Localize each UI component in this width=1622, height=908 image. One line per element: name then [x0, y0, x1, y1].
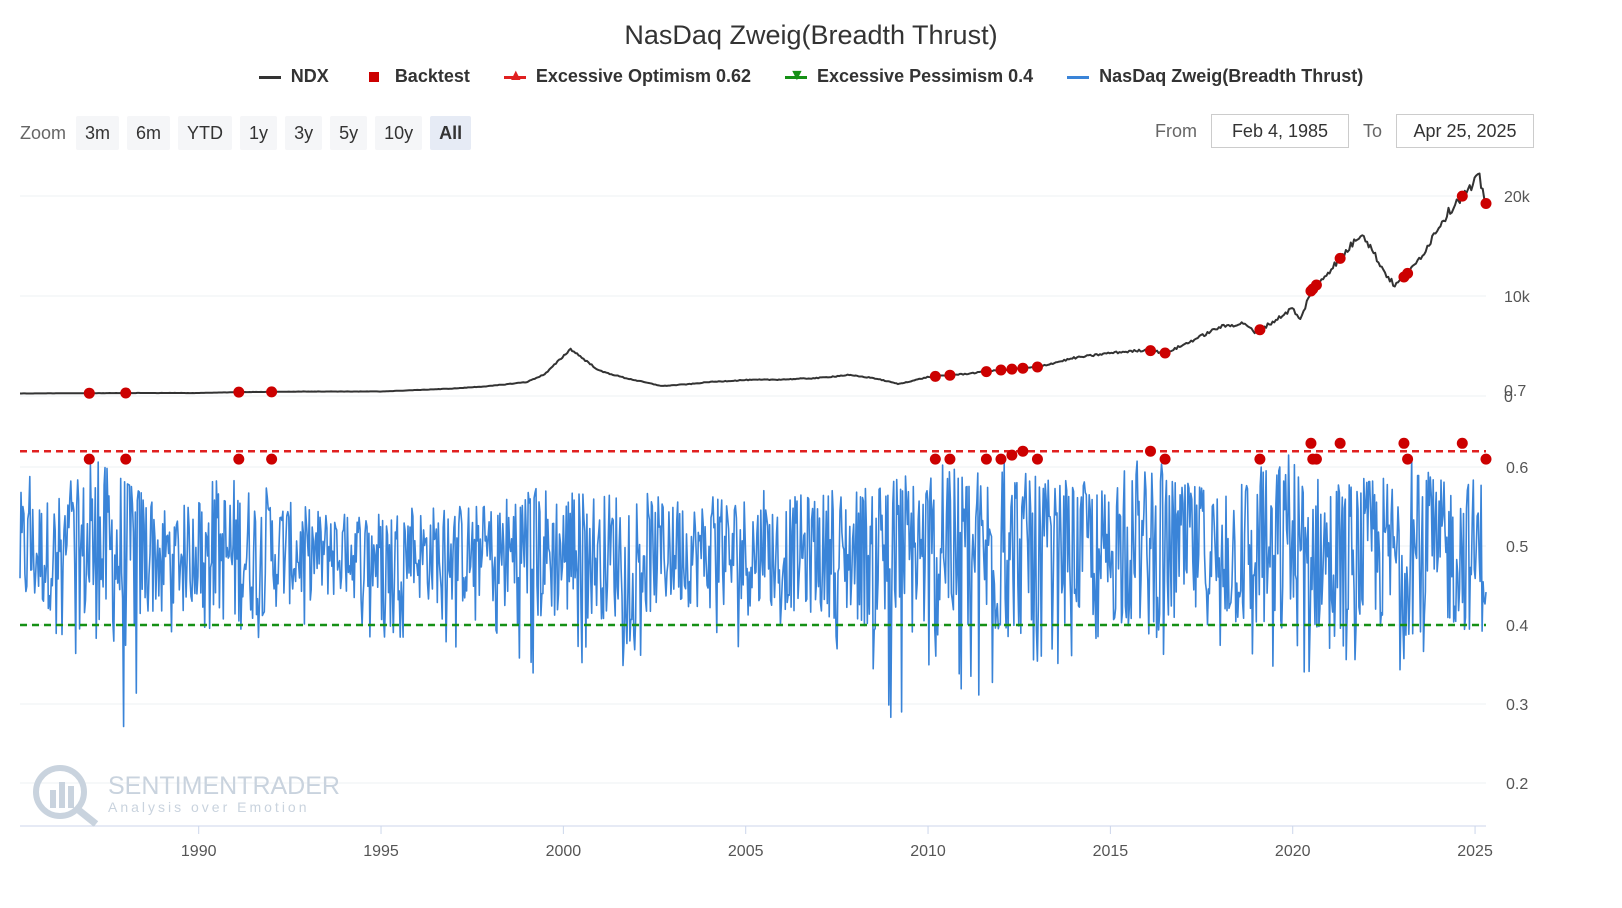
y-tick-label: 0.6 [1506, 460, 1528, 477]
zoom-1y-button[interactable]: 1y [240, 116, 278, 150]
triangle-down-icon: ▼ [785, 67, 807, 84]
from-label: From [1154, 120, 1197, 141]
y-tick-label: 0.4 [1506, 618, 1528, 635]
backtest-point-ndx [1017, 362, 1029, 374]
zoom-label: Zoom [20, 122, 67, 143]
legend-label: Backtest [394, 66, 470, 86]
y-tick-label: 0.7 [1504, 383, 1526, 400]
backtest-point [944, 453, 956, 465]
breadth-thrust-series-line [19, 454, 1487, 728]
zoom-10y-button[interactable]: 10y [375, 116, 423, 150]
legend-label: NDX [290, 66, 329, 86]
zoom-6m-button[interactable]: 6m [127, 116, 171, 150]
svg-text:SENTIMENTRADER: SENTIMENTRADER [108, 772, 340, 800]
backtest-point [1456, 437, 1468, 449]
x-tick-label: 2010 [910, 843, 946, 860]
backtest-point [120, 453, 132, 465]
legend-item-breadth-thrust[interactable]: NasDaq Zweig(Breadth Thrust) [1067, 66, 1363, 87]
backtest-point [83, 453, 95, 465]
y-tick-label: 0 [1504, 389, 1513, 406]
legend-item-excessive-pessimism[interactable]: ▼ Excessive Pessimism 0.4 [785, 66, 1033, 87]
zoom-all-button[interactable]: All [430, 116, 472, 150]
legend: NDX Backtest ▲ Excessive Optimism 0.62 ▼… [0, 66, 1622, 87]
backtest-point [995, 453, 1007, 465]
backtest-point-ndx [1334, 252, 1346, 264]
ndx-series-line [20, 172, 1487, 395]
sentimentrader-logo-icon: SENTIMENTRADER Analysis over Emotion [33, 765, 340, 827]
zoom-3y-button[interactable]: 3y [285, 116, 323, 150]
zoom-toolbar: Zoom 3m 6m YTD 1y 3y 5y 10y All [20, 116, 479, 150]
backtest-point [233, 453, 245, 465]
line-icon [1067, 70, 1090, 84]
backtest-point-ndx [233, 386, 245, 398]
backtest-point [1254, 453, 1266, 465]
y-tick-label: 0.2 [1506, 776, 1528, 793]
chart-title: NasDaq Zweig(Breadth Thrust) [624, 20, 998, 50]
backtest-point-ndx [1159, 347, 1171, 359]
backtest-point-ndx [995, 364, 1007, 376]
x-tick-label: 1995 [363, 843, 399, 860]
backtest-point-ndx [1310, 279, 1322, 291]
x-tick-label: 1990 [181, 843, 217, 860]
backtest-point [1402, 453, 1414, 465]
line-icon [258, 70, 281, 84]
backtest-point [1144, 445, 1156, 457]
backtest-point-ndx [929, 370, 941, 382]
backtest-point [1017, 445, 1029, 457]
y-tick-label: 0.5 [1506, 539, 1528, 556]
x-tick-label: 2015 [1093, 843, 1129, 860]
backtest-point-ndx [120, 387, 132, 399]
backtest-point-ndx [980, 366, 992, 378]
backtest-point-ndx [1456, 190, 1468, 202]
zoom-5y-button[interactable]: 5y [330, 116, 368, 150]
x-tick-label: 2020 [1275, 843, 1311, 860]
backtest-point [1305, 437, 1317, 449]
backtest-point [1334, 437, 1346, 449]
backtest-point-ndx [944, 369, 956, 381]
y-tick-label: 10k [1504, 289, 1531, 306]
backtest-point-ndx [266, 386, 278, 398]
x-tick-label: 2025 [1457, 843, 1493, 860]
zoom-ytd-button[interactable]: YTD [178, 116, 233, 150]
backtest-point-ndx [1006, 363, 1018, 375]
backtest-point [1480, 453, 1492, 465]
backtest-point [1006, 449, 1018, 461]
backtest-point-ndx [1144, 345, 1156, 357]
backtest-point [266, 453, 278, 465]
backtest-point-ndx [1031, 361, 1043, 373]
legend-item-backtest[interactable]: Backtest [363, 66, 470, 87]
date-range: From To [1155, 114, 1534, 148]
triangle-up-icon: ▲ [503, 67, 526, 84]
backtest-point [1031, 453, 1043, 465]
legend-label: Excessive Pessimism 0.4 [817, 66, 1034, 86]
backtest-point [1159, 453, 1171, 465]
legend-item-ndx[interactable]: NDX [258, 66, 329, 87]
legend-label: NasDaq Zweig(Breadth Thrust) [1099, 66, 1364, 86]
x-tick-label: 2005 [728, 843, 764, 860]
backtest-point [929, 453, 941, 465]
square-icon [363, 70, 385, 84]
backtest-point [980, 453, 992, 465]
legend-item-excessive-optimism[interactable]: ▲ Excessive Optimism 0.62 [503, 66, 751, 87]
y-tick-label: 0.3 [1506, 697, 1528, 714]
from-date-input[interactable] [1210, 114, 1349, 148]
zoom-3m-button[interactable]: 3m [76, 116, 120, 150]
svg-text:Analysis over Emotion: Analysis over Emotion [108, 799, 310, 815]
legend-label: Excessive Optimism 0.62 [535, 66, 751, 86]
backtest-point [1310, 453, 1322, 465]
backtest-point-ndx [1254, 324, 1266, 336]
backtest-point-ndx [83, 387, 95, 399]
to-label: To [1362, 120, 1382, 141]
watermark: SENTIMENTRADER Analysis over Emotion [30, 762, 350, 837]
x-tick-label: 2000 [546, 843, 582, 860]
to-date-input[interactable] [1396, 114, 1534, 148]
backtest-point-ndx [1402, 267, 1414, 279]
y-tick-label: 20k [1504, 189, 1531, 206]
backtest-point-ndx [1480, 198, 1492, 209]
backtest-point [1398, 437, 1410, 449]
